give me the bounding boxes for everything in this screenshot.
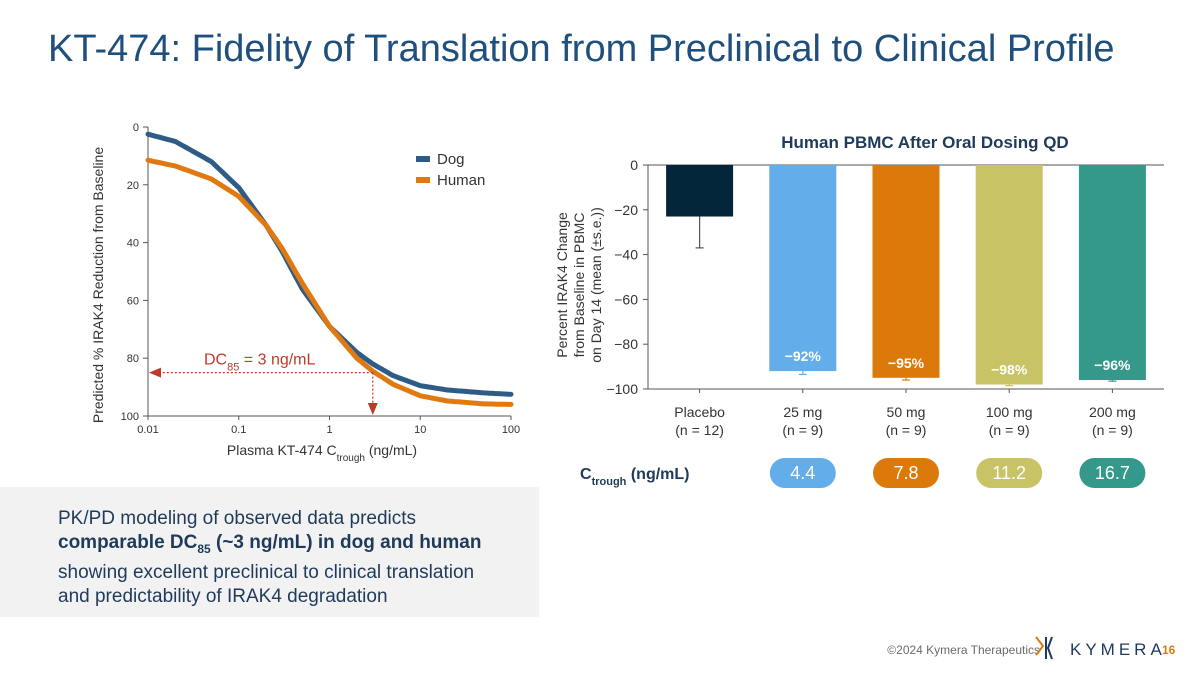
bar-data-label-3: −98% — [991, 362, 1028, 378]
legend-label-human: Human — [437, 172, 485, 189]
page-number: 16 — [1162, 643, 1176, 657]
legend-swatch-dog — [416, 156, 430, 162]
bar-data-label-4: −96% — [1094, 357, 1131, 373]
ctrough-row-label: Ctrough (ng/mL) — [580, 466, 689, 488]
dc85-annotation: DC85 = 3 ng/mL — [204, 352, 316, 374]
x-tick-label: 10 — [414, 424, 426, 436]
bar-y-tick-label: −20 — [614, 202, 638, 218]
bar-1 — [769, 165, 837, 372]
ctrough-pill-4 — [1079, 458, 1146, 488]
ctrough-value-3: 11.2 — [992, 463, 1026, 483]
bar-data-label-2: −95% — [888, 355, 925, 371]
ctrough-value-4: 16.7 — [1095, 463, 1130, 483]
bar-category-label: 100 mg — [986, 404, 1033, 420]
legend-swatch-human — [416, 177, 430, 183]
callout-line-3: showing excellent preclinical to clinica… — [58, 561, 475, 583]
bar-n-label: (n = 9) — [1092, 422, 1133, 438]
bar-chart-title: Human PBMC After Oral Dosing QD — [781, 133, 1068, 152]
callout-line-4: and predictability of IRAK4 degradation — [58, 585, 388, 607]
dc85-arrow-left — [149, 367, 161, 378]
bar-n-label: (n = 12) — [675, 422, 724, 438]
y-tick-label: 80 — [127, 353, 139, 365]
bar-n-label: (n = 9) — [782, 422, 823, 438]
ctrough-value-2: 7.8 — [893, 463, 918, 483]
bar-n-label: (n = 9) — [989, 422, 1030, 438]
x-tick-label: 100 — [502, 424, 520, 436]
page-title: KT-474: Fidelity of Translation from Pre… — [48, 28, 1115, 70]
ctrough-pill-3 — [976, 458, 1043, 488]
bar-data-label-1: −92% — [785, 348, 822, 364]
bar-y-tick-label: −60 — [614, 291, 638, 307]
ctrough-pill-1 — [769, 458, 836, 488]
bar-0 — [666, 165, 734, 217]
kymera-logo-mark — [1035, 636, 1053, 660]
y-tick-label: 60 — [127, 295, 139, 307]
bar-y-tick-label: 0 — [630, 157, 638, 173]
callout-box: PK/PD modeling of observed data predicts… — [0, 487, 539, 617]
bar-category-label: 25 mg — [783, 404, 822, 420]
x-tick-label: 1 — [326, 424, 332, 436]
callout-text: PK/PD modeling of observed data predicts… — [58, 507, 528, 609]
bar-y-axis-label: from Baseline in PBMC — [571, 213, 587, 358]
callout-bold-pre: comparable DC — [58, 532, 198, 553]
x-axis-label: Plasma KT-474 Ctrough (ng/mL) — [227, 442, 417, 464]
logo-wordmark: KYMERA — [1070, 640, 1166, 659]
bar-y-axis-label: on Day 14 (mean (±s.e.)) — [588, 207, 604, 363]
bar-category-label: 200 mg — [1089, 404, 1136, 420]
callout-bold-sub: 85 — [197, 541, 211, 556]
bar-2 — [872, 165, 940, 378]
x-tick-label: 0.1 — [231, 424, 246, 436]
callout-line-2: comparable DC85 (~3 ng/mL) in dog and hu… — [58, 531, 528, 561]
bar-y-tick-label: −40 — [614, 247, 638, 263]
bar-y-tick-label: −100 — [606, 381, 638, 397]
pbmc-bar-chart: Human PBMC After Oral Dosing QD 0 −20 −40 −6… — [554, 133, 1164, 488]
bar-y-tick-label: −80 — [614, 336, 638, 352]
bar-n-label: (n = 9) — [886, 422, 927, 438]
legend-label-dog: Dog — [437, 151, 465, 168]
y-tick-label: 20 — [127, 180, 139, 192]
y-tick-label: 0 — [133, 122, 139, 134]
bar-4 — [1078, 165, 1146, 381]
ctrough-value-1: 4.4 — [790, 463, 815, 483]
bar-3 — [975, 165, 1043, 385]
dc85-arrow-down — [367, 403, 378, 415]
bar-y-axis-label: Percent IRAK4 Change — [554, 212, 570, 358]
bar-category-label: Placebo — [674, 404, 725, 420]
curve-human — [145, 157, 514, 407]
callout-bold-post: (~3 ng/mL) in dog and human — [210, 532, 482, 553]
x-tick-label: 0.01 — [137, 424, 158, 436]
ctrough-pill-2 — [873, 458, 939, 488]
callout-line-1: PK/PD modeling of observed data predicts — [58, 508, 417, 529]
y-tick-label: 40 — [127, 238, 139, 250]
y-axis-label: Predicted % IRAK4 Reduction from Baselin… — [90, 147, 106, 423]
copyright: ©2024 Kymera Therapeutics — [887, 643, 1040, 657]
y-tick-label: 100 — [121, 411, 139, 423]
bar-category-label: 50 mg — [887, 404, 926, 420]
